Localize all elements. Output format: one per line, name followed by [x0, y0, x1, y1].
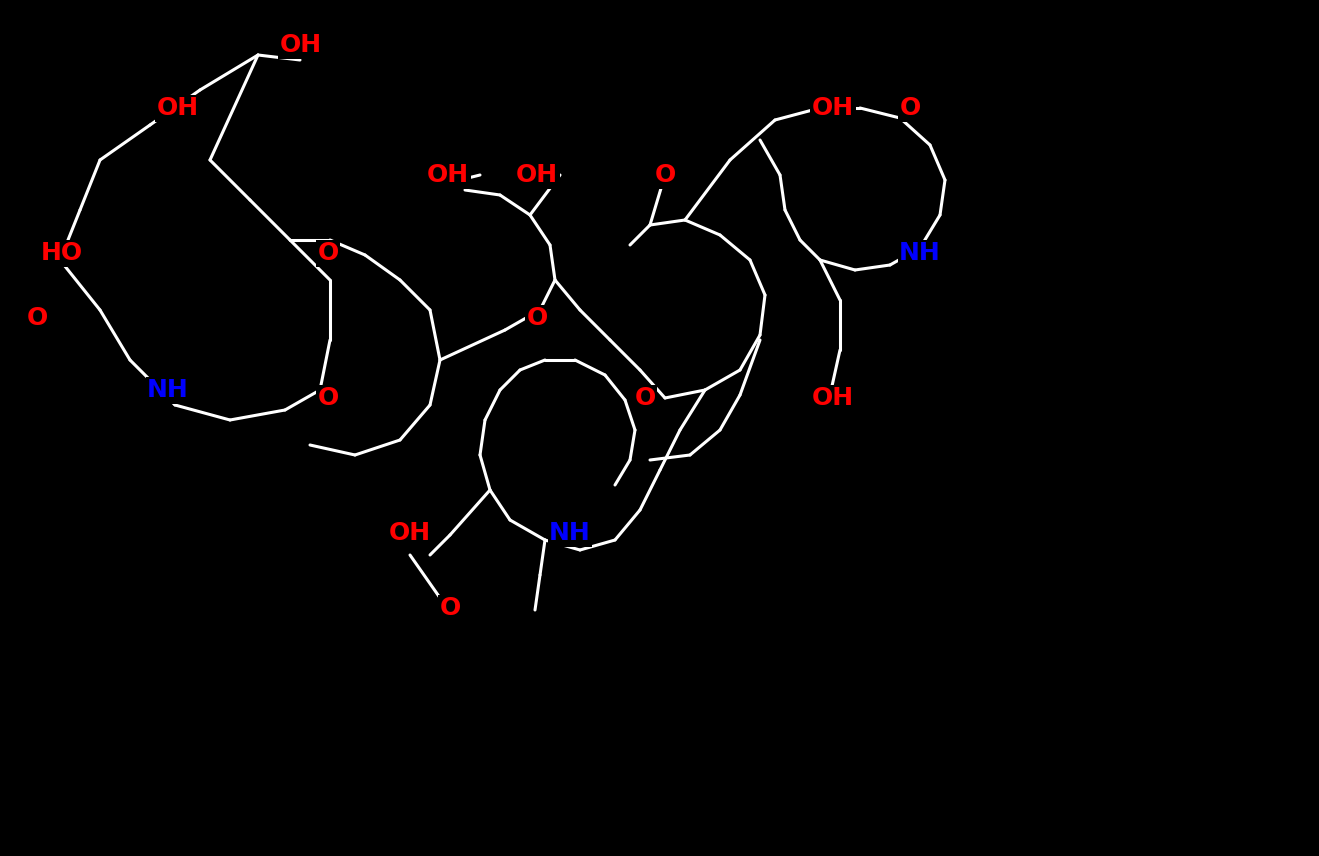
Text: O: O [526, 306, 547, 330]
Text: OH: OH [427, 163, 470, 187]
Text: O: O [634, 386, 656, 410]
Text: OH: OH [516, 163, 558, 187]
Text: O: O [26, 306, 47, 330]
Text: HO: HO [41, 241, 83, 265]
Text: O: O [654, 163, 675, 187]
Text: NH: NH [900, 241, 940, 265]
Text: O: O [439, 596, 460, 620]
Text: O: O [318, 241, 339, 265]
Text: O: O [318, 386, 339, 410]
Text: OH: OH [389, 521, 431, 545]
Text: OH: OH [280, 33, 322, 57]
Text: OH: OH [813, 96, 855, 120]
Text: NH: NH [549, 521, 591, 545]
Text: OH: OH [813, 386, 855, 410]
Text: NH: NH [148, 378, 189, 402]
Text: O: O [900, 96, 921, 120]
Text: OH: OH [157, 96, 199, 120]
